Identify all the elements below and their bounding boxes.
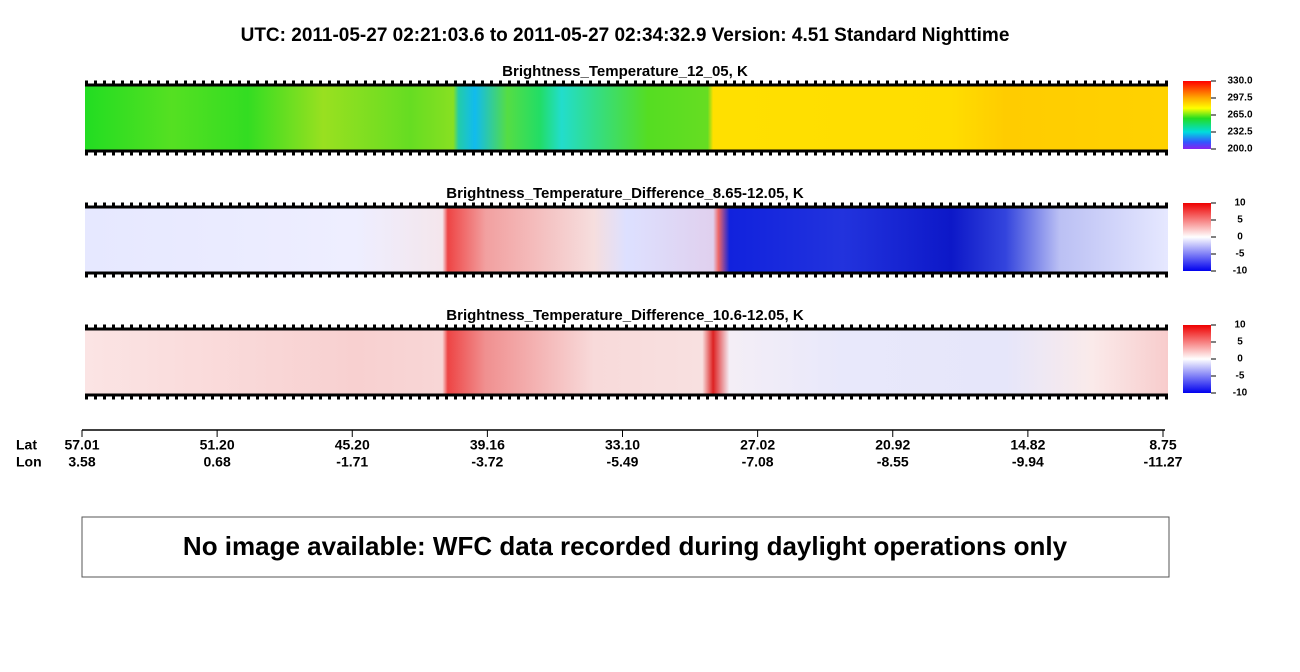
notice-box: [81, 516, 1170, 578]
colorbar-label: 200.0: [1227, 144, 1252, 155]
panel: Brightness_Temperature_Difference_8.65-1…: [85, 185, 1248, 278]
lon-label: -1.71: [336, 454, 368, 470]
lat-label: 45.20: [335, 437, 370, 453]
lon-label: -7.08: [742, 454, 774, 470]
colorbar-label: -10: [1233, 388, 1248, 399]
colorbar: [1183, 81, 1211, 149]
data-strip: [85, 329, 1168, 395]
title: UTC: 2011-05-27 02:21:03.6 to 2011-05-27…: [241, 25, 1010, 46]
colorbar: [1183, 203, 1211, 271]
lat-label: 57.01: [64, 437, 99, 453]
colorbar-label: 0: [1237, 354, 1243, 365]
data-strip: [85, 85, 1168, 151]
panel: Brightness_Temperature_Difference_10.6-1…: [85, 307, 1248, 400]
row-label: Lon: [16, 454, 42, 470]
panel: Brightness_Temperature_12_05, K 330.0 297.…: [85, 63, 1253, 156]
lon-label: -5.49: [607, 454, 639, 470]
panel-title: Brightness_Temperature_Difference_8.65-1…: [446, 185, 804, 202]
lat-lon-axis: Lat Lon 57.013.58 51.200.68 45.20-1.71 39.1…: [16, 429, 1183, 470]
lat-label: 14.82: [1010, 437, 1045, 453]
colorbar-label: 0: [1237, 232, 1243, 243]
colorbar-label: 265.0: [1227, 110, 1252, 121]
panel-title: Brightness_Temperature_Difference_10.6-1…: [446, 307, 804, 324]
colorbar-label: 297.5: [1227, 93, 1252, 104]
colorbar-label: 232.5: [1227, 127, 1252, 138]
colorbar-label: -10: [1233, 266, 1248, 277]
lon-label: -11.27: [1144, 454, 1183, 470]
data-strip: [85, 207, 1168, 273]
colorbar-label: 5: [1237, 337, 1243, 348]
colorbar-label: 5: [1237, 215, 1243, 226]
row-label: Lat: [16, 437, 37, 453]
colorbar-label: 330.0: [1227, 76, 1252, 87]
lat-label: 51.20: [200, 437, 235, 453]
lat-label: 20.92: [875, 437, 910, 453]
lon-label: -9.94: [1012, 454, 1044, 470]
lon-label: -8.55: [877, 454, 909, 470]
panels: Brightness_Temperature_12_05, K 330.0 297.…: [85, 63, 1253, 400]
colorbar-label: -5: [1236, 371, 1245, 382]
lat-label: 33.10: [605, 437, 640, 453]
colorbar: [1183, 325, 1211, 393]
lat-label: 27.02: [740, 437, 775, 453]
notice: No image available: WFC data recorded du…: [183, 531, 1068, 561]
lat-label: 8.75: [1149, 437, 1176, 453]
panel-title: Brightness_Temperature_12_05, K: [502, 63, 748, 80]
lat-label: 39.16: [470, 437, 505, 453]
lon-label: -3.72: [471, 454, 503, 470]
lon-label: 3.58: [68, 454, 95, 470]
colorbar-label: 10: [1234, 198, 1246, 209]
lon-label: 0.68: [204, 454, 231, 470]
colorbar-label: -5: [1236, 249, 1245, 260]
colorbar-label: 10: [1234, 320, 1246, 331]
